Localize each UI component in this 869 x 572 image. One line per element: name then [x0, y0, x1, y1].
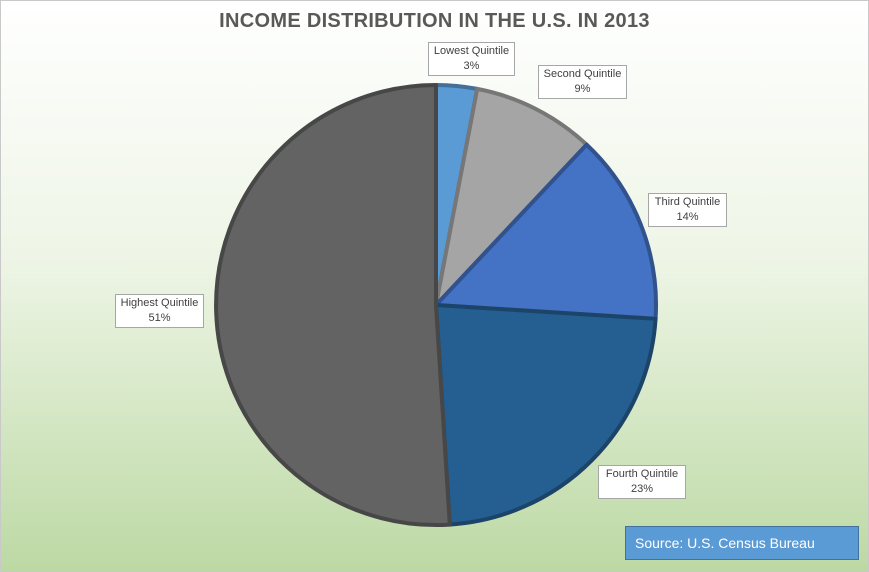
- callout-lowest-quintile: Lowest Quintile 3%: [428, 42, 515, 76]
- slice-label-third-quintile: Third Quintile: [654, 196, 721, 208]
- slice-value-second-quintile: 9%: [574, 83, 591, 95]
- slice-value-lowest-quintile: 3%: [463, 60, 480, 72]
- callout-fourth-quintile: Fourth Quintile 23%: [598, 465, 686, 499]
- slice-value-third-quintile: 14%: [676, 211, 699, 223]
- slice-value-highest-quintile: 51%: [148, 312, 171, 324]
- slice-label-second-quintile: Second Quintile: [543, 68, 622, 80]
- slice-label-fourth-quintile: Fourth Quintile: [605, 468, 679, 480]
- pie-slice-third-quintile: [434, 142, 658, 321]
- pie-slice-highest-quintile: [214, 83, 452, 527]
- slice-value-fourth-quintile: 23%: [630, 483, 654, 495]
- callout-third-quintile: Third Quintile 14%: [648, 193, 727, 227]
- pie-slice-second-quintile: [434, 86, 589, 307]
- source-note: Source: U.S. Census Bureau: [625, 526, 859, 560]
- slice-label-lowest-quintile: Lowest Quintile: [433, 45, 510, 57]
- chart-title: INCOME DISTRIBUTION IN THE U.S. IN 2013: [219, 10, 650, 32]
- callout-second-quintile: Second Quintile 9%: [538, 65, 627, 99]
- pie-slice-fourth-quintile: [434, 303, 658, 527]
- callout-highest-quintile: Highest Quintile 51%: [115, 294, 204, 328]
- slice-label-highest-quintile: Highest Quintile: [120, 297, 199, 309]
